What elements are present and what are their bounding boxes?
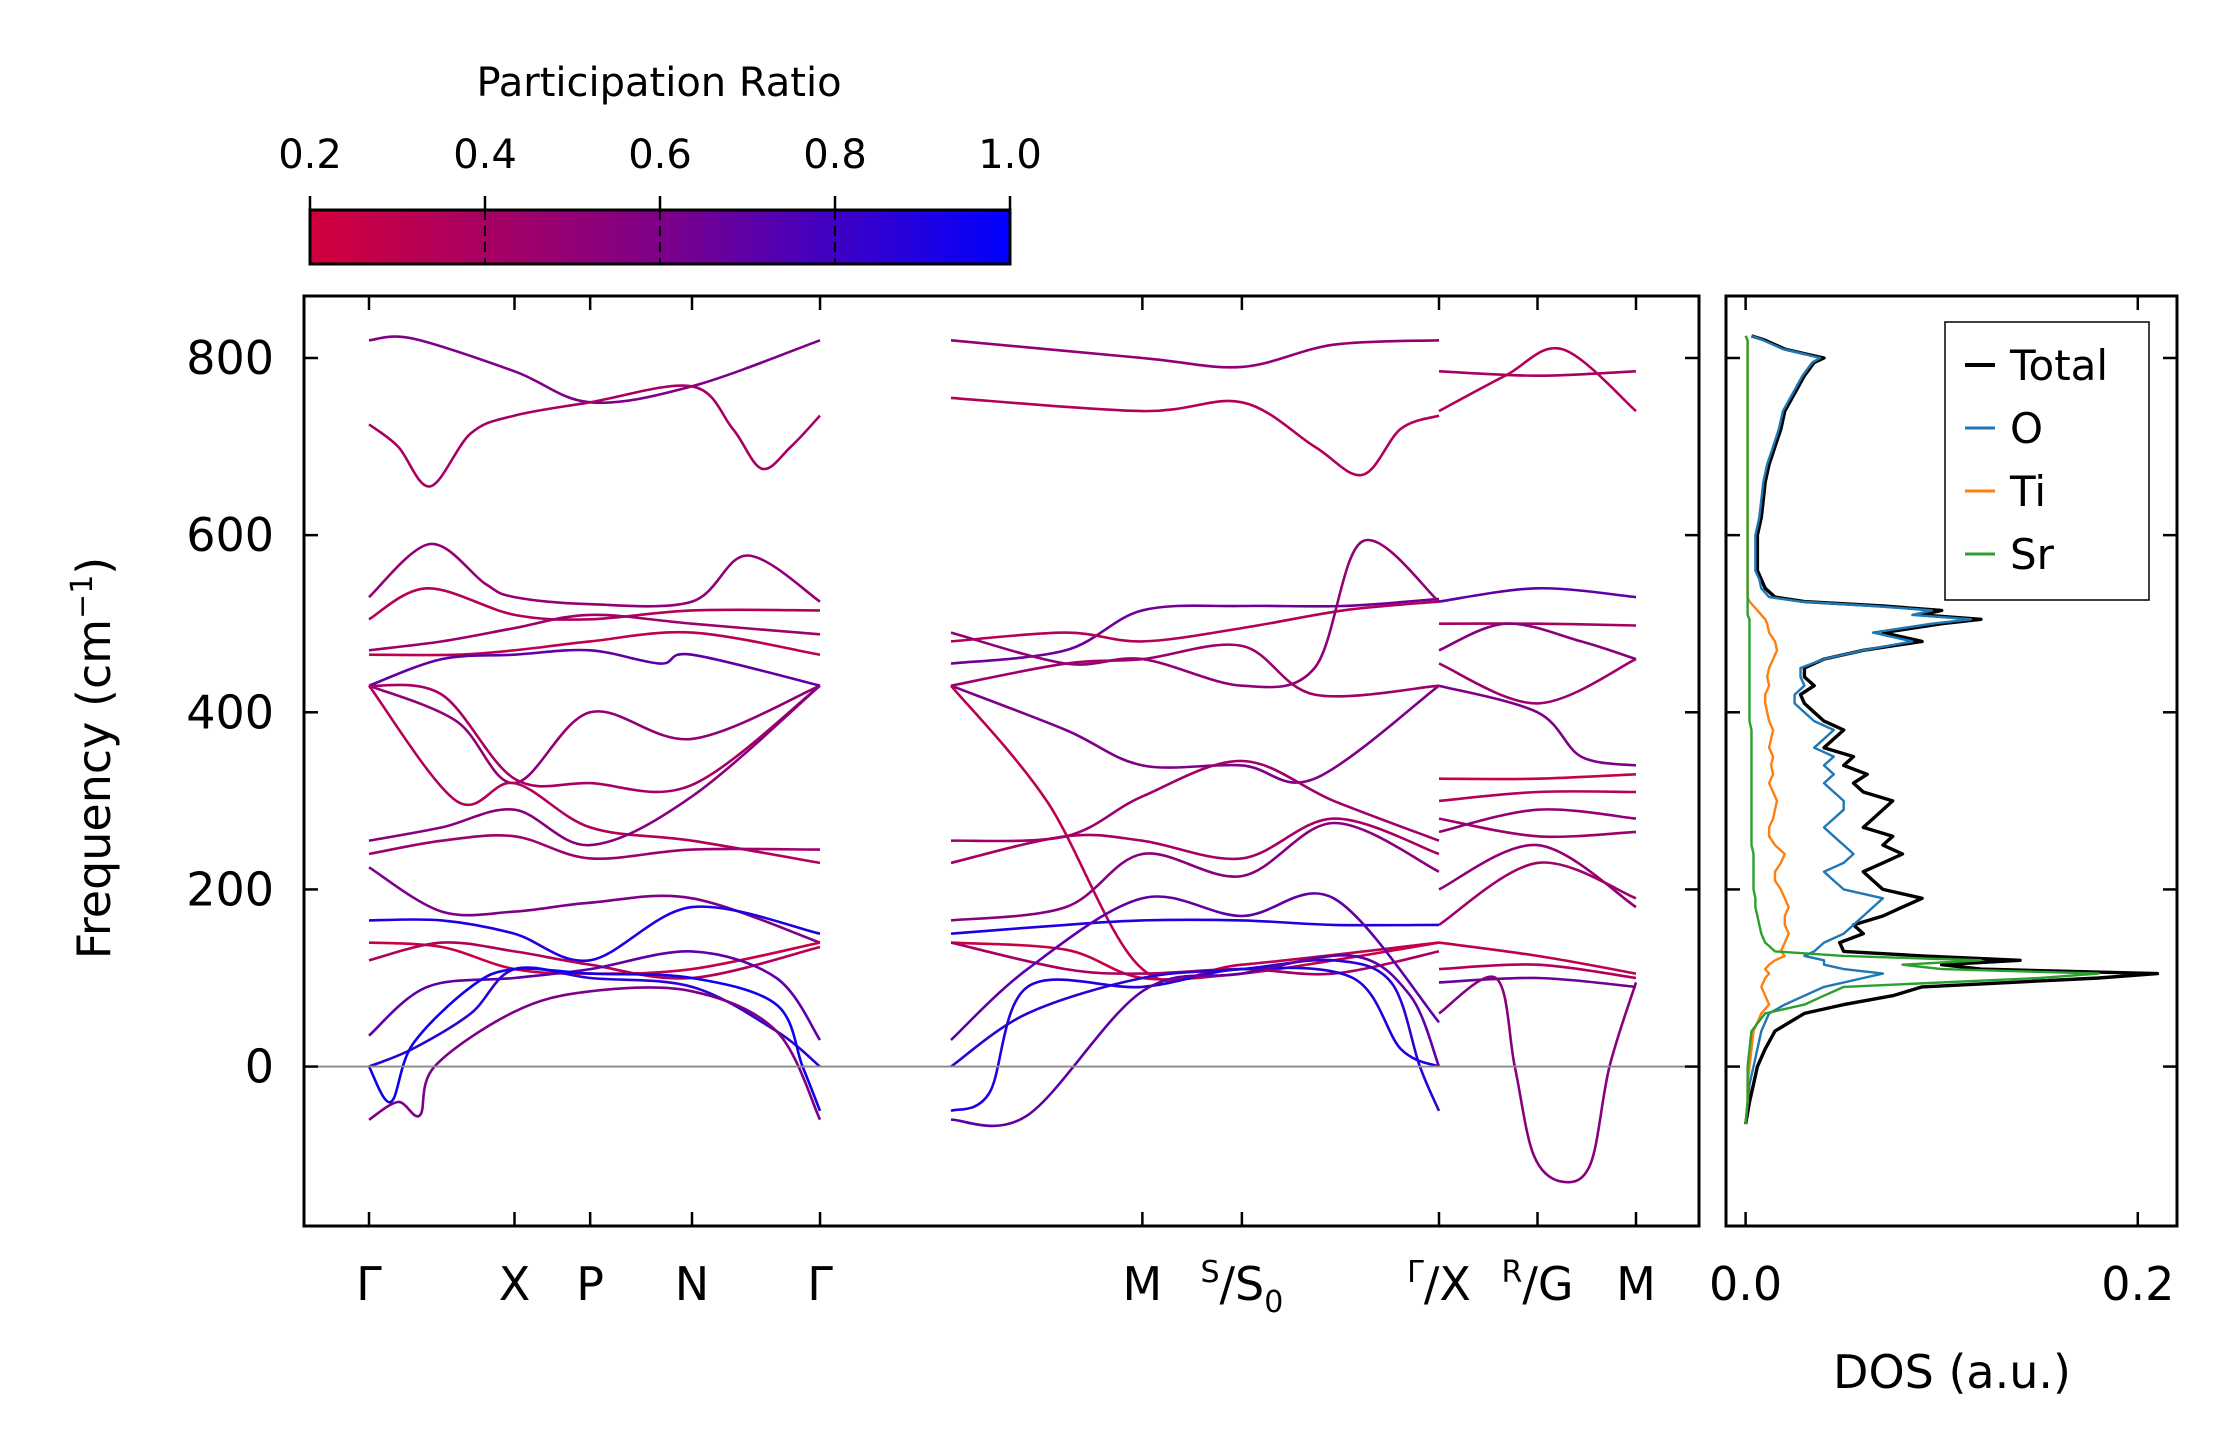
phonon-branch-7 — [368, 683, 821, 794]
phonon-branch-39 — [1438, 346, 1637, 413]
phonon-branch-50 — [1438, 861, 1637, 926]
phonon-branch-17 — [368, 966, 821, 1068]
x-tick-label-0: Γ — [356, 1257, 382, 1311]
legend-label-sr: Sr — [2010, 530, 2055, 579]
dos-axis-ticks: 0.0 0.2 — [1709, 296, 2177, 1311]
phonon-branch-11 — [368, 834, 821, 861]
dos-x-tick-label-0: 0.0 — [1709, 1257, 1782, 1311]
x-tick-label-3: N — [675, 1257, 709, 1311]
phonon-branch-25 — [950, 684, 1440, 784]
dos-x-axis-label: DOS (a.u.) — [1833, 1345, 2071, 1399]
phonon-branch-4 — [368, 613, 821, 652]
phonon-branch-8 — [368, 684, 821, 785]
phonon-branch-26 — [950, 643, 1440, 698]
y-axis-label: Frequency (cm−1) — [65, 557, 121, 960]
colorbar-tick-label-2: 0.6 — [628, 132, 692, 178]
dos-curves — [1743, 334, 2160, 1125]
x-tick-label-7: Γ/X — [1407, 1255, 1471, 1311]
x-tick-label-4: Γ — [807, 1257, 833, 1311]
phonon-branch-2 — [368, 542, 821, 608]
phonon-branch-21 — [950, 396, 1440, 477]
phonon-branch-3 — [368, 586, 821, 621]
phonon-branch-12 — [368, 866, 821, 944]
legend-label-ti: Ti — [2009, 467, 2046, 516]
phonon-branch-38 — [1438, 370, 1637, 377]
phonon-branch-28 — [950, 759, 1440, 843]
colorbar-tick-label-4: 1.0 — [978, 132, 1042, 178]
phonon-branch-20 — [950, 339, 1440, 369]
colorbar-ticks: 0.2 0.4 0.6 0.8 1.0 — [278, 132, 1042, 264]
phonon-branch-5 — [368, 630, 821, 657]
phonon-branch-52 — [1438, 963, 1637, 980]
colorbar-tick-label-3: 0.8 — [803, 132, 867, 178]
phonon-branch-36 — [950, 966, 1440, 1113]
band-structure-panel: 0 200 400 600 800 Γ X P N Γ M S/S0 Γ/X R/G M Frequency… — [65, 294, 1701, 1320]
legend-items: Total O Ti Sr — [1965, 341, 2108, 579]
phonon-branch-22 — [950, 597, 1440, 665]
phonon-branch-27 — [949, 684, 1440, 983]
x-tick-label-5: M — [1123, 1257, 1163, 1311]
dos-x-tick-label-1: 0.2 — [2101, 1257, 2174, 1311]
y-tick-label-400: 400 — [186, 685, 274, 739]
phonon-branch-16 — [368, 950, 822, 1041]
y-tick-label-600: 600 — [186, 508, 274, 562]
phonon-branch-23 — [950, 600, 1440, 643]
dos-series-o — [1744, 334, 1973, 1125]
x-tick-label-9: M — [1616, 1257, 1656, 1311]
phonon-branch-15 — [368, 941, 821, 980]
dos-frame — [1724, 294, 2179, 1228]
phonon-branch-41 — [1438, 622, 1637, 627]
phonon-branch-24 — [950, 538, 1440, 689]
legend-label-total: Total — [2009, 341, 2108, 390]
phonon-branch-40 — [1438, 586, 1637, 603]
colorbar-title: Participation Ratio — [476, 60, 841, 106]
phonon-branch-54 — [1438, 975, 1638, 1184]
phonon-branch-47 — [1438, 817, 1637, 839]
phonon-branch-35 — [950, 958, 1441, 1112]
x-tick-label-6: S/S0 — [1200, 1255, 1283, 1320]
dos-panel: 0.0 0.2 DOS (a.u.) Total O Ti Sr — [1709, 294, 2179, 1399]
phonon-branch-29 — [950, 817, 1440, 865]
main-axis-ticks: 0 200 400 600 800 Γ X P N Γ M S/S0 Γ/X R/G M — [186, 296, 1699, 1320]
dos-series-sr — [1744, 335, 2100, 1125]
phonon-branch-18 — [368, 986, 822, 1121]
x-tick-label-8: R/G — [1501, 1255, 1573, 1311]
y-tick-label-200: 200 — [186, 862, 274, 916]
phonon-branch-37 — [950, 954, 1441, 1128]
legend-label-o: O — [2010, 404, 2043, 453]
phonon-branch-1 — [368, 384, 821, 488]
phonon-branch-42 — [1438, 622, 1637, 661]
phonon-branch-19 — [367, 967, 822, 1112]
phonon-branch-31 — [950, 918, 1440, 935]
phonon-branch-34 — [950, 892, 1440, 1041]
phonon-branch-48 — [1438, 808, 1637, 834]
phonon-branch-45 — [1438, 773, 1637, 781]
colorbar-tick-label-0: 0.2 — [278, 132, 342, 178]
phonon-branch-43 — [1438, 657, 1637, 705]
phonon-branch-9 — [367, 684, 821, 865]
dos-legend: Total O Ti Sr — [1944, 321, 2150, 601]
y-tick-label-800: 800 — [186, 331, 274, 385]
phonon-branch-6 — [368, 648, 821, 687]
main-frame — [302, 294, 1701, 1228]
dos-series-total — [1743, 334, 2160, 1125]
phonon-branch-49 — [1438, 843, 1637, 909]
phonon-branch-0 — [368, 335, 821, 405]
phonon-branch-30 — [950, 821, 1440, 922]
phonon-branch-46 — [1438, 790, 1637, 803]
phonon-branch-51 — [1438, 941, 1637, 975]
phonon-branch-10 — [368, 684, 821, 847]
x-tick-label-1: X — [499, 1257, 531, 1311]
colorbar: Participation Ratio 0.2 0.4 0.6 0.8 1.0 — [278, 60, 1042, 266]
phonon-branch-44 — [1438, 684, 1637, 767]
phonon-branch-13 — [368, 905, 821, 963]
phonon-branches — [367, 335, 1638, 1184]
phonon-branch-53 — [1438, 976, 1637, 989]
phonon-branch-14 — [368, 941, 821, 975]
x-tick-label-2: P — [576, 1257, 604, 1311]
colorbar-tick-label-1: 0.4 — [453, 132, 517, 178]
y-tick-label-0: 0 — [245, 1040, 274, 1094]
